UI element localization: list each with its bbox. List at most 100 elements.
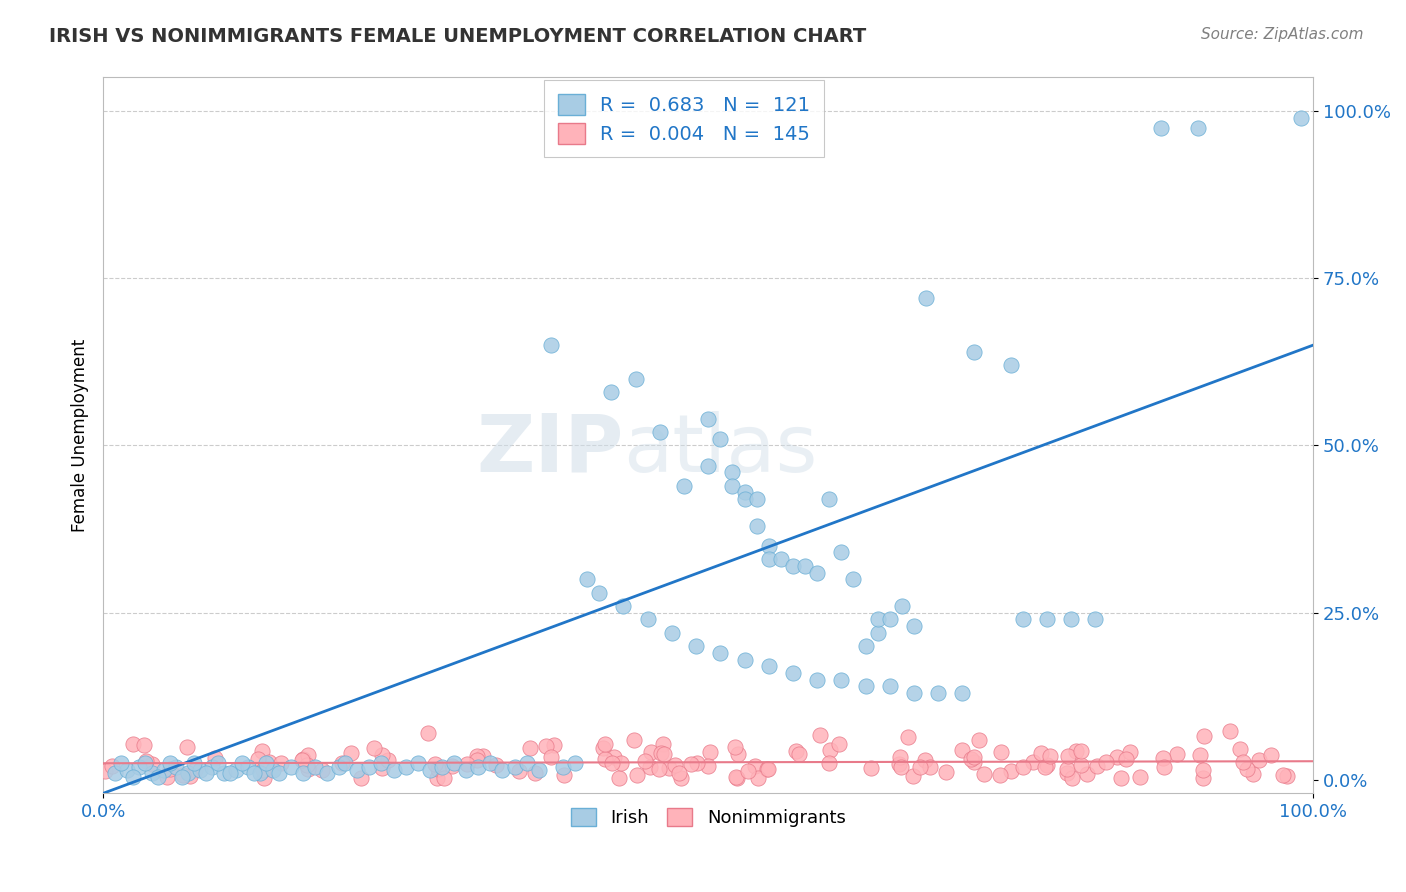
Point <box>1249 753 1271 767</box>
Point <box>603 749 626 764</box>
Point <box>370 756 392 771</box>
Point <box>291 752 314 766</box>
Point <box>782 558 804 573</box>
Point <box>785 744 807 758</box>
Point <box>467 759 489 773</box>
Point <box>903 686 925 700</box>
Point <box>1076 767 1098 781</box>
Point <box>456 757 478 772</box>
Point <box>465 753 488 767</box>
Point <box>918 759 941 773</box>
Point <box>1236 762 1258 776</box>
Point <box>1153 760 1175 774</box>
Point <box>346 763 368 777</box>
Point <box>543 738 565 752</box>
Point <box>1000 358 1022 372</box>
Point <box>855 679 877 693</box>
Point <box>962 755 984 769</box>
Point <box>1094 755 1116 769</box>
Point <box>1022 755 1045 769</box>
Point <box>960 752 983 766</box>
Point <box>1241 766 1264 780</box>
Point <box>990 745 1012 759</box>
Point <box>859 762 882 776</box>
Point <box>890 760 912 774</box>
Point <box>901 769 924 783</box>
Point <box>1189 748 1212 763</box>
Point <box>640 745 662 759</box>
Point <box>416 726 439 740</box>
Point <box>914 753 936 767</box>
Point <box>592 740 614 755</box>
Point <box>818 491 841 506</box>
Point <box>207 756 229 771</box>
Point <box>879 612 901 626</box>
Point <box>903 619 925 633</box>
Point <box>889 749 911 764</box>
Point <box>256 756 278 771</box>
Point <box>897 731 920 745</box>
Point <box>377 753 399 767</box>
Point <box>225 763 247 777</box>
Point <box>328 759 350 773</box>
Point <box>697 411 720 425</box>
Point <box>146 770 169 784</box>
Point <box>745 491 768 506</box>
Point <box>935 764 957 779</box>
Point <box>745 518 768 533</box>
Point <box>117 763 139 777</box>
Point <box>540 749 562 764</box>
Point <box>588 585 610 599</box>
Point <box>1152 751 1174 765</box>
Point <box>808 728 831 742</box>
Point <box>1107 749 1129 764</box>
Point <box>1187 120 1209 135</box>
Point <box>866 625 889 640</box>
Point <box>1129 770 1152 784</box>
Point <box>758 659 780 673</box>
Point <box>252 764 274 778</box>
Point <box>231 756 253 771</box>
Point <box>756 762 779 776</box>
Point <box>593 752 616 766</box>
Point <box>516 756 538 771</box>
Point <box>672 478 695 492</box>
Point <box>350 771 373 785</box>
Point <box>330 756 353 770</box>
Point <box>340 747 363 761</box>
Point <box>950 686 973 700</box>
Point <box>1070 744 1092 758</box>
Point <box>1219 723 1241 738</box>
Point <box>624 371 647 385</box>
Point <box>721 478 744 492</box>
Text: atlas: atlas <box>623 410 818 489</box>
Point <box>485 758 508 772</box>
Point <box>527 763 550 777</box>
Point <box>176 740 198 755</box>
Point <box>177 766 200 780</box>
Point <box>1232 756 1254 770</box>
Point <box>661 625 683 640</box>
Point <box>1229 742 1251 756</box>
Point <box>1289 111 1312 125</box>
Point <box>600 756 623 771</box>
Point <box>363 741 385 756</box>
Point <box>122 737 145 751</box>
Point <box>697 759 720 773</box>
Point <box>908 760 931 774</box>
Point <box>830 545 852 559</box>
Point <box>648 425 671 439</box>
Point <box>758 552 780 566</box>
Point <box>866 612 889 626</box>
Point <box>818 756 841 770</box>
Point <box>440 758 463 772</box>
Point <box>1260 748 1282 763</box>
Point <box>830 673 852 687</box>
Point <box>250 743 273 757</box>
Point <box>887 757 910 772</box>
Point <box>1029 746 1052 760</box>
Point <box>371 761 394 775</box>
Point <box>842 572 865 586</box>
Y-axis label: Female Unemployment: Female Unemployment <box>72 339 89 532</box>
Point <box>794 558 817 573</box>
